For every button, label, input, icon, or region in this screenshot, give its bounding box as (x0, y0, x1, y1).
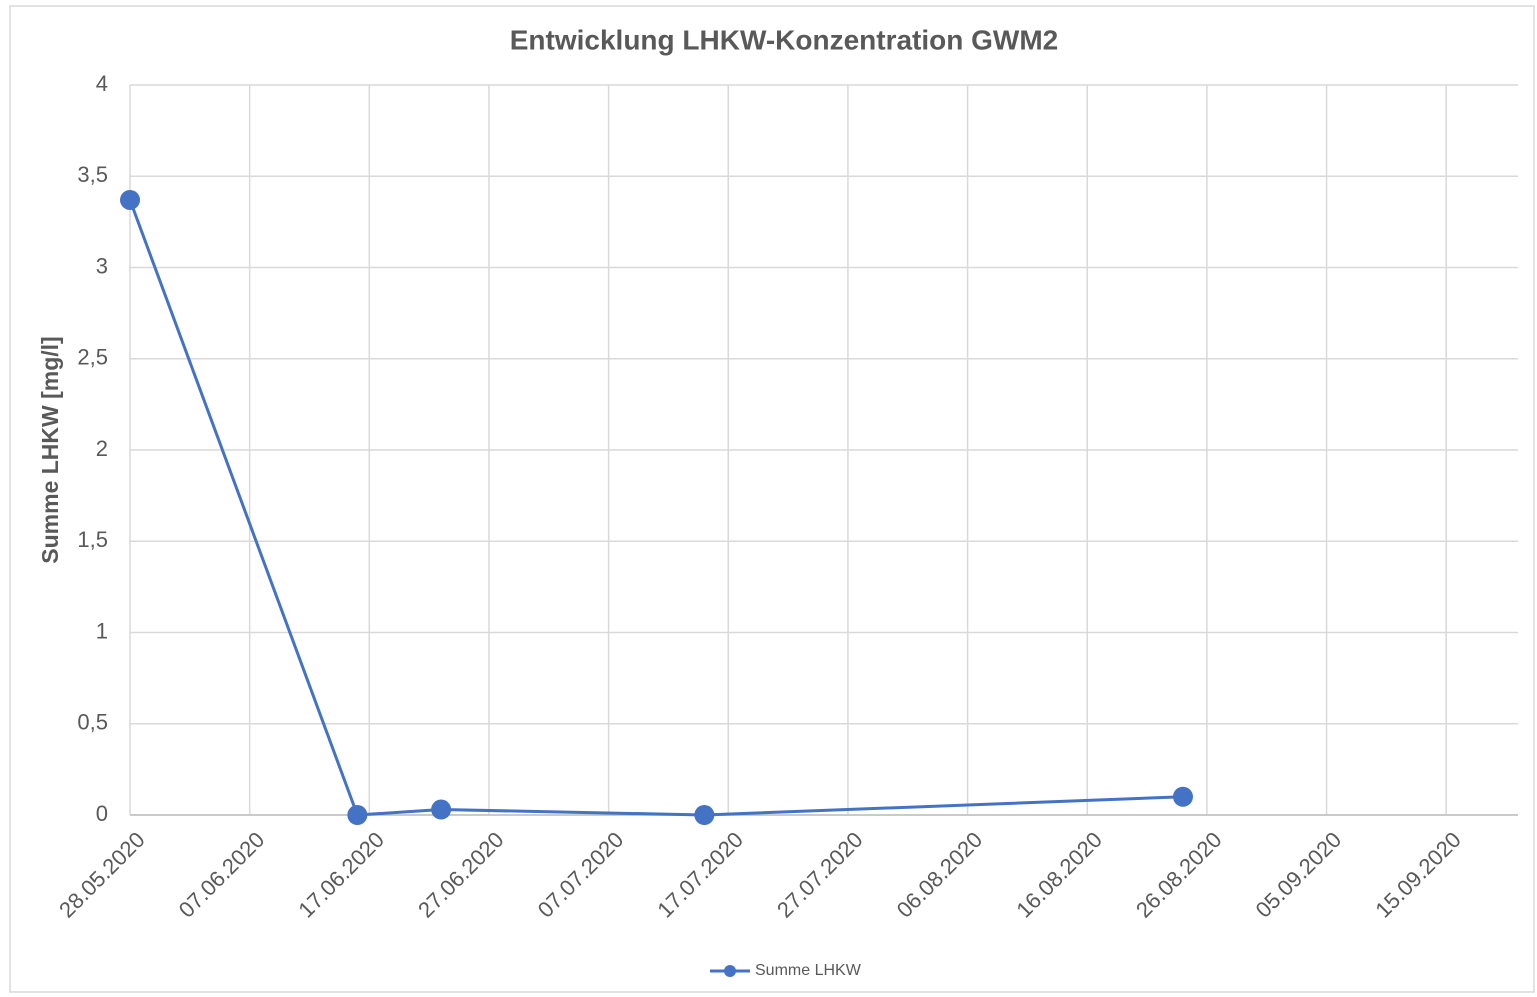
y-tick-label: 3,5 (77, 162, 108, 187)
y-tick-label: 2,5 (77, 345, 108, 370)
y-tick-label: 1 (96, 618, 108, 643)
y-tick-label: 0,5 (77, 710, 108, 735)
y-tick-label: 4 (96, 71, 108, 96)
legend-label: Summe LHKW (755, 962, 862, 979)
data-point (1172, 786, 1193, 807)
y-tick-label: 3 (96, 253, 108, 278)
data-point (347, 805, 368, 825)
y-tick-label: 2 (96, 436, 108, 461)
chart-border (9, 5, 1535, 993)
data-point (120, 189, 140, 210)
data-point (431, 799, 452, 820)
legend-marker (724, 965, 736, 977)
y-tick-label: 0 (96, 801, 108, 826)
chart-title: Entwicklung LHKW-Konzentration GWM2 (510, 24, 1059, 55)
y-tick-label: 1,5 (77, 527, 108, 552)
y-axis-label: Summe LHKW [mg/l] (37, 336, 63, 563)
data-point (694, 805, 715, 825)
